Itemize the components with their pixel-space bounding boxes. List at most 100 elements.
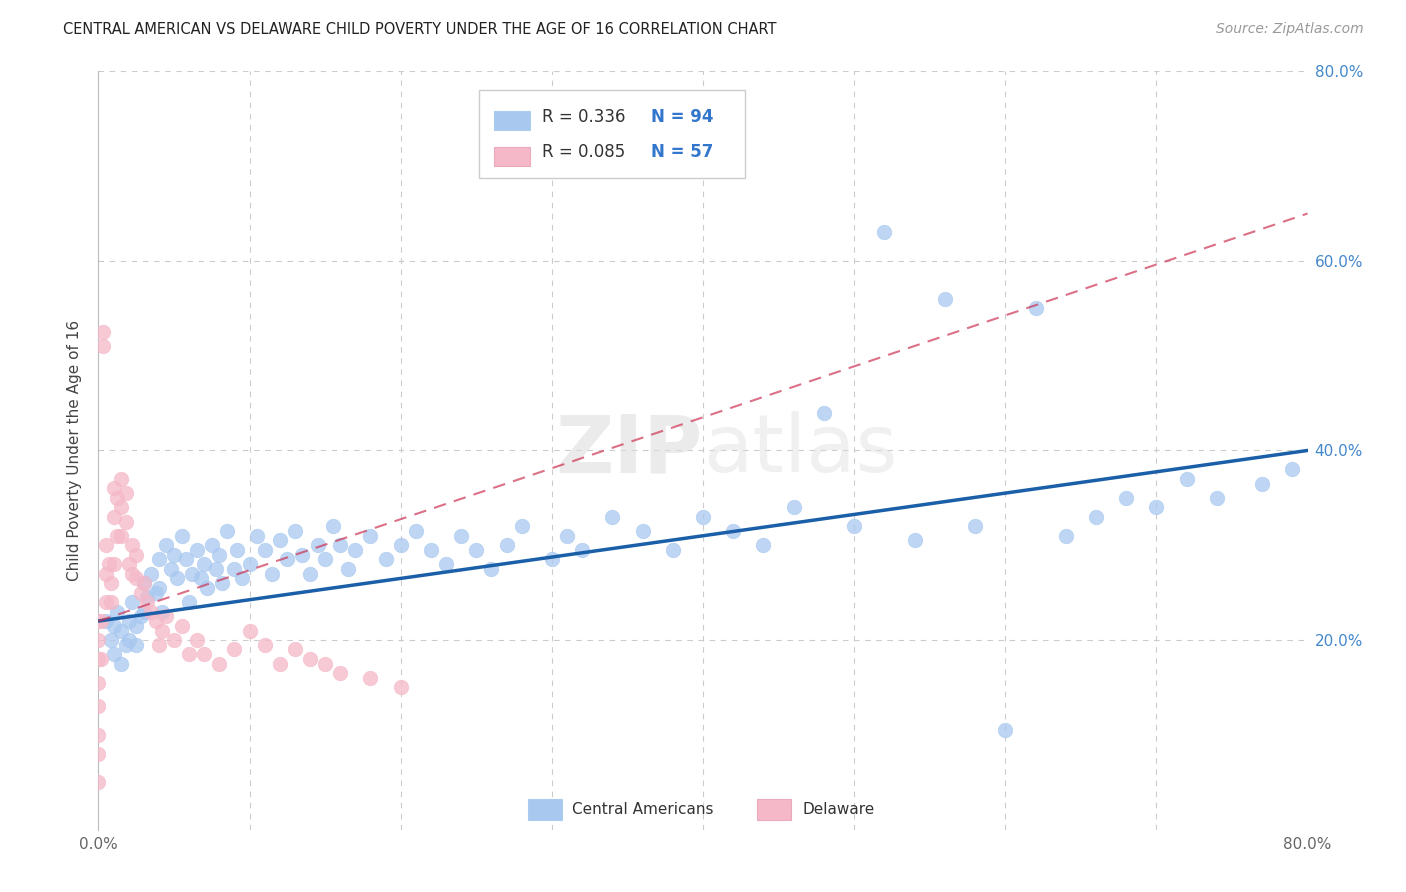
- Point: [201, 538, 224, 552]
- Point: [1085, 509, 1108, 524]
- Bar: [494, 112, 530, 130]
- Point: [114, 638, 136, 652]
- Point: [1281, 462, 1303, 476]
- Point: [103, 509, 125, 524]
- Point: [181, 566, 204, 581]
- Point: [90, 652, 112, 666]
- Point: [174, 552, 197, 566]
- Point: [450, 529, 472, 543]
- Point: [752, 538, 775, 552]
- Point: [110, 657, 132, 671]
- Point: [374, 552, 396, 566]
- Point: [110, 500, 132, 515]
- Point: [121, 566, 143, 581]
- Point: [105, 529, 128, 543]
- Point: [307, 538, 329, 552]
- Point: [631, 524, 654, 538]
- Point: [965, 519, 987, 533]
- Point: [555, 529, 578, 543]
- Point: [87, 675, 110, 690]
- Point: [94, 538, 117, 552]
- Point: [145, 585, 167, 599]
- Point: [1024, 301, 1046, 316]
- Text: CENTRAL AMERICAN VS DELAWARE CHILD POVERTY UNDER THE AGE OF 16 CORRELATION CHART: CENTRAL AMERICAN VS DELAWARE CHILD POVER…: [63, 22, 776, 37]
- Text: N = 94: N = 94: [651, 108, 713, 126]
- Point: [155, 609, 177, 624]
- Text: N = 57: N = 57: [651, 144, 713, 161]
- Point: [224, 562, 246, 576]
- Point: [336, 562, 359, 576]
- Point: [205, 562, 228, 576]
- Point: [389, 538, 412, 552]
- Bar: [527, 799, 561, 821]
- Point: [1144, 500, 1167, 515]
- Point: [110, 624, 132, 638]
- Point: [299, 566, 322, 581]
- Point: [163, 633, 186, 648]
- Point: [186, 633, 208, 648]
- Point: [179, 647, 201, 661]
- Point: [231, 571, 253, 585]
- Point: [420, 543, 443, 558]
- Point: [94, 566, 117, 581]
- Point: [239, 624, 262, 638]
- Point: [129, 585, 152, 599]
- Point: [100, 633, 122, 648]
- Point: [125, 619, 148, 633]
- Point: [132, 576, 155, 591]
- Point: [215, 524, 238, 538]
- Point: [103, 557, 125, 572]
- Point: [87, 747, 110, 761]
- Point: [314, 552, 336, 566]
- Point: [291, 548, 314, 562]
- Point: [118, 633, 141, 648]
- Point: [434, 557, 457, 572]
- Point: [163, 548, 186, 562]
- Point: [87, 652, 110, 666]
- Point: [934, 292, 956, 306]
- Point: [692, 509, 714, 524]
- Point: [121, 595, 143, 609]
- Point: [148, 638, 170, 652]
- Point: [276, 552, 298, 566]
- Point: [269, 533, 291, 548]
- Point: [253, 543, 276, 558]
- Text: Central Americans: Central Americans: [572, 802, 714, 816]
- Point: [98, 557, 121, 572]
- Point: [344, 543, 367, 558]
- Point: [110, 529, 132, 543]
- Point: [844, 519, 866, 533]
- Point: [150, 624, 173, 638]
- Point: [405, 524, 427, 538]
- Bar: [758, 799, 792, 821]
- Point: [91, 339, 114, 353]
- Point: [118, 614, 141, 628]
- Point: [193, 647, 215, 661]
- Point: [193, 557, 215, 572]
- Point: [540, 552, 562, 566]
- Point: [105, 605, 128, 619]
- Point: [103, 647, 125, 661]
- Point: [129, 609, 152, 624]
- Point: [141, 566, 163, 581]
- Point: [170, 619, 193, 633]
- Point: [141, 605, 163, 619]
- Point: [125, 548, 148, 562]
- Point: [125, 638, 148, 652]
- Point: [602, 509, 624, 524]
- Point: [329, 666, 352, 681]
- Point: [150, 605, 173, 619]
- Point: [110, 472, 132, 486]
- Point: [262, 566, 284, 581]
- Point: [121, 538, 143, 552]
- Point: [994, 723, 1017, 737]
- Point: [135, 595, 157, 609]
- Point: [226, 543, 249, 558]
- Point: [813, 406, 835, 420]
- Point: [1175, 472, 1198, 486]
- Point: [87, 699, 110, 714]
- Point: [87, 775, 110, 789]
- Point: [329, 538, 352, 552]
- Text: R = 0.336: R = 0.336: [543, 108, 626, 126]
- Point: [87, 728, 110, 742]
